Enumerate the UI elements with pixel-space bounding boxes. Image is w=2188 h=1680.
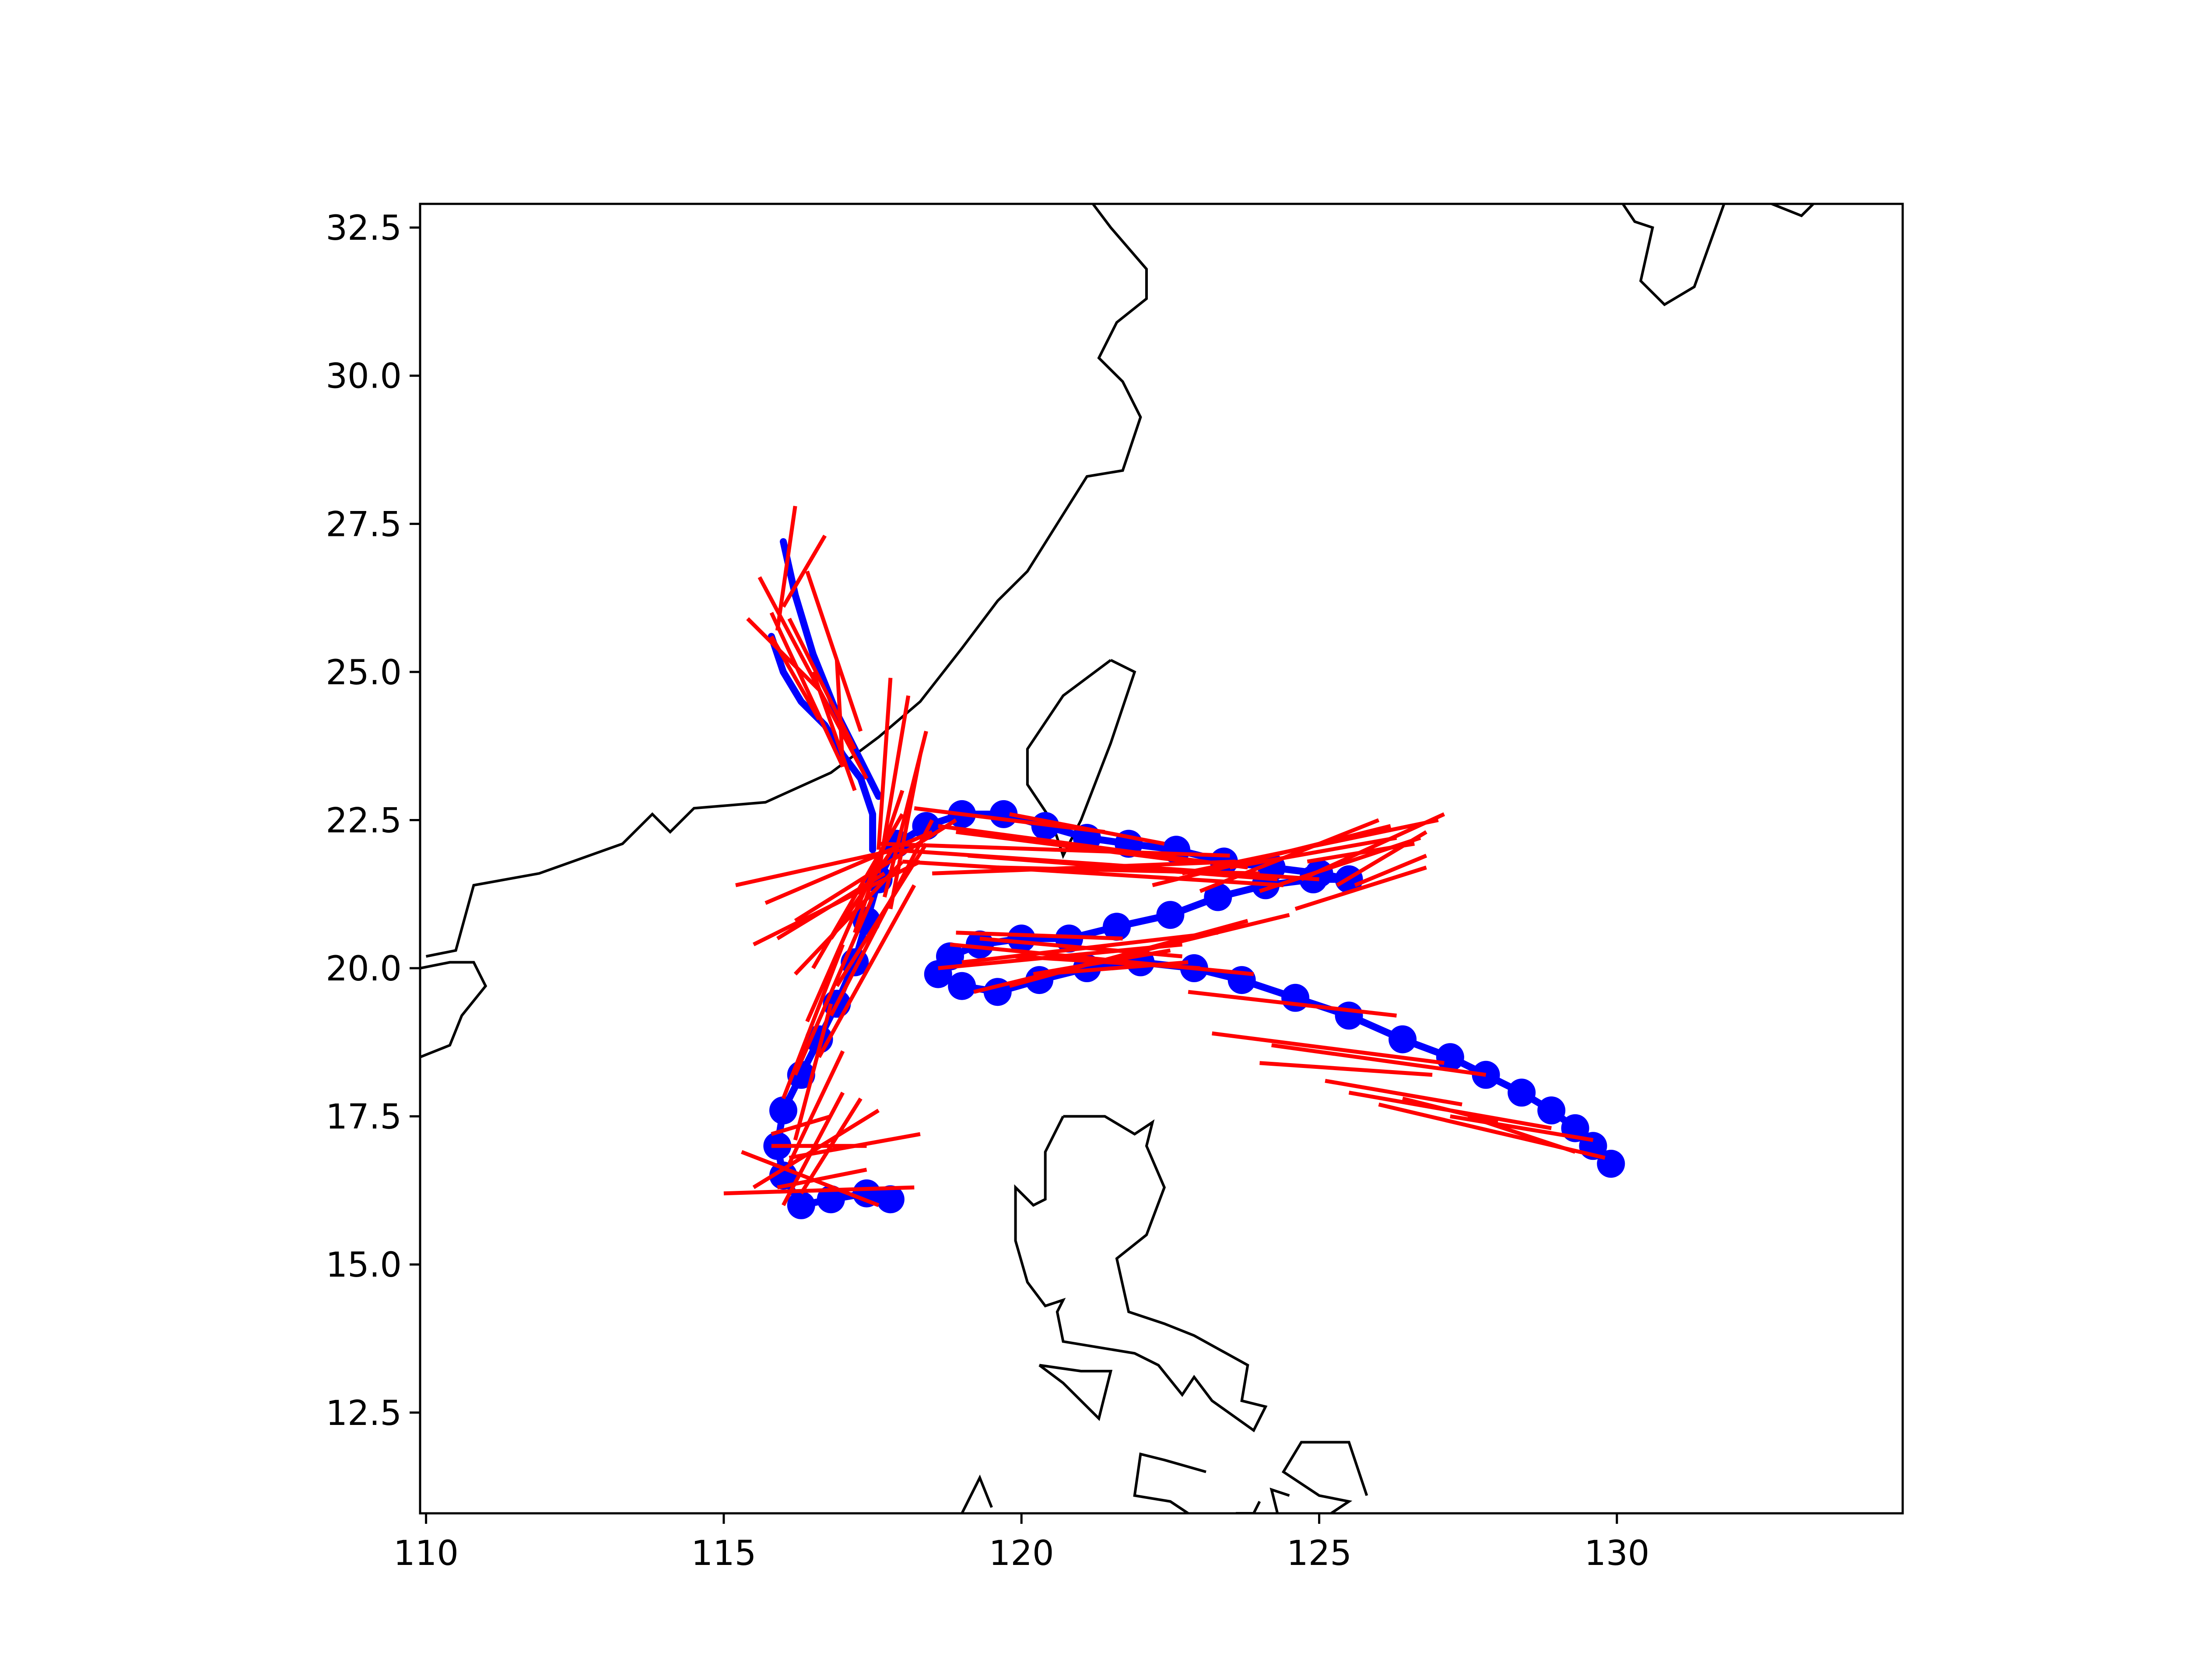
y-tick-label: 30.0 xyxy=(326,357,402,396)
y-tick-label: 25.0 xyxy=(326,653,402,693)
track-point xyxy=(1335,1001,1363,1030)
track-point xyxy=(1156,901,1185,929)
y-tick-label: 15.0 xyxy=(326,1246,402,1285)
coastline-7 xyxy=(1236,1501,1261,1513)
forecast-segment xyxy=(1325,1078,1462,1106)
coastline-2 xyxy=(1026,659,1136,859)
forecast-segment xyxy=(1354,854,1427,887)
coastline-3 xyxy=(1014,1115,1268,1432)
track-point xyxy=(817,1185,845,1214)
forecast-segment xyxy=(723,1185,915,1196)
forecast-segment xyxy=(938,824,1248,870)
forecast-segment xyxy=(956,830,1189,864)
x-tick-label: 130 xyxy=(1584,1534,1649,1573)
forecast-segment xyxy=(1294,865,1427,911)
forecast-segment xyxy=(817,884,916,1058)
forecast-segment xyxy=(787,617,857,750)
coastline-11 xyxy=(1771,204,1815,217)
x-axis: 110 115 120 125 130 xyxy=(393,1513,1649,1573)
forecast-segment xyxy=(793,1003,833,1141)
forecast-segment xyxy=(776,872,886,941)
track-point xyxy=(1103,913,1131,941)
forecast-segment xyxy=(811,671,857,791)
forecast-segment xyxy=(968,854,1278,882)
coastline-1 xyxy=(420,961,487,1058)
track-point xyxy=(1281,984,1310,1012)
x-tick-label: 110 xyxy=(393,1534,459,1573)
forecast-layer xyxy=(723,506,1606,1207)
forecast-segment xyxy=(956,931,1123,941)
forecast-segment xyxy=(1300,812,1445,881)
forecast-segment xyxy=(752,1109,880,1189)
track-point xyxy=(852,1179,881,1208)
forecast-segment xyxy=(979,936,1182,959)
forecast-segment xyxy=(1259,1061,1433,1077)
forecast-segment xyxy=(769,635,821,721)
x-tick-label: 115 xyxy=(691,1534,756,1573)
track-point xyxy=(769,1162,797,1190)
coastline-5 xyxy=(1133,1452,1206,1513)
forecast-segment xyxy=(914,806,1105,834)
forecast-segment xyxy=(1152,824,1391,887)
coastline-layer xyxy=(420,204,1815,1513)
forecast-segment xyxy=(1212,1031,1445,1065)
track-point xyxy=(876,1185,905,1214)
y-axis: 12.5 15.0 17.5 20.0 22.5 25.0 27.5 30.0 32.5 xyxy=(326,209,420,1433)
track-point xyxy=(787,1191,815,1219)
track-point xyxy=(1537,1096,1566,1125)
y-tick-label: 12.5 xyxy=(326,1394,402,1433)
forecast-segment xyxy=(997,865,1260,875)
forecast-segment xyxy=(787,1050,845,1165)
forecast-segment xyxy=(777,1168,867,1190)
forecast-segment xyxy=(782,1092,845,1206)
coastline-0 xyxy=(426,204,1148,958)
forecast-segment xyxy=(877,678,893,850)
track-point xyxy=(1508,1078,1536,1107)
forecast-segment xyxy=(1307,842,1415,864)
forecast-segment xyxy=(1336,830,1427,887)
track-point xyxy=(1389,1025,1417,1054)
forecast-segment xyxy=(1467,1114,1576,1154)
y-tick-label: 32.5 xyxy=(326,209,402,248)
x-tick-label: 120 xyxy=(989,1534,1054,1573)
y-tick-label: 22.5 xyxy=(326,801,402,840)
forecast-segment xyxy=(882,731,928,898)
forecast-segment xyxy=(1188,990,1397,1018)
coastline-10 xyxy=(1622,204,1725,306)
forecast-segment xyxy=(878,842,1230,858)
forecast-segment xyxy=(805,570,863,732)
y-tick-label: 27.5 xyxy=(326,505,402,544)
y-tick-label: 17.5 xyxy=(326,1098,402,1137)
track-point xyxy=(948,972,976,1000)
forecast-segment xyxy=(799,1097,863,1195)
forecast-segment xyxy=(782,535,827,608)
forecast-segment xyxy=(771,1114,832,1136)
forecast-segment xyxy=(781,944,845,1099)
plot-frame xyxy=(419,203,1904,1515)
track-line-1 xyxy=(768,633,877,854)
coastline-4 xyxy=(1038,1364,1113,1421)
forecast-segment xyxy=(793,896,875,1076)
x-tick-label: 125 xyxy=(1287,1534,1352,1573)
coastline-8 xyxy=(961,1474,993,1513)
coastline-6 xyxy=(1281,1441,1368,1513)
forecast-segment xyxy=(775,506,797,631)
track-point xyxy=(936,942,964,970)
track-point xyxy=(1007,924,1036,953)
forecast-segment xyxy=(1271,1043,1487,1077)
forecast-segment xyxy=(769,612,845,768)
forecast-segment xyxy=(1402,1096,1498,1124)
forecast-segment xyxy=(735,847,897,887)
map-area xyxy=(420,204,1815,1513)
coastline-9 xyxy=(1269,1488,1290,1513)
forecast-segment xyxy=(1015,954,1200,970)
track-point xyxy=(1204,883,1232,911)
forecast-segment xyxy=(1229,836,1397,870)
forecast-segment xyxy=(950,942,1254,976)
forecast-segment xyxy=(853,790,905,934)
y-tick-label: 20.0 xyxy=(326,949,402,989)
track-point xyxy=(769,1096,797,1125)
